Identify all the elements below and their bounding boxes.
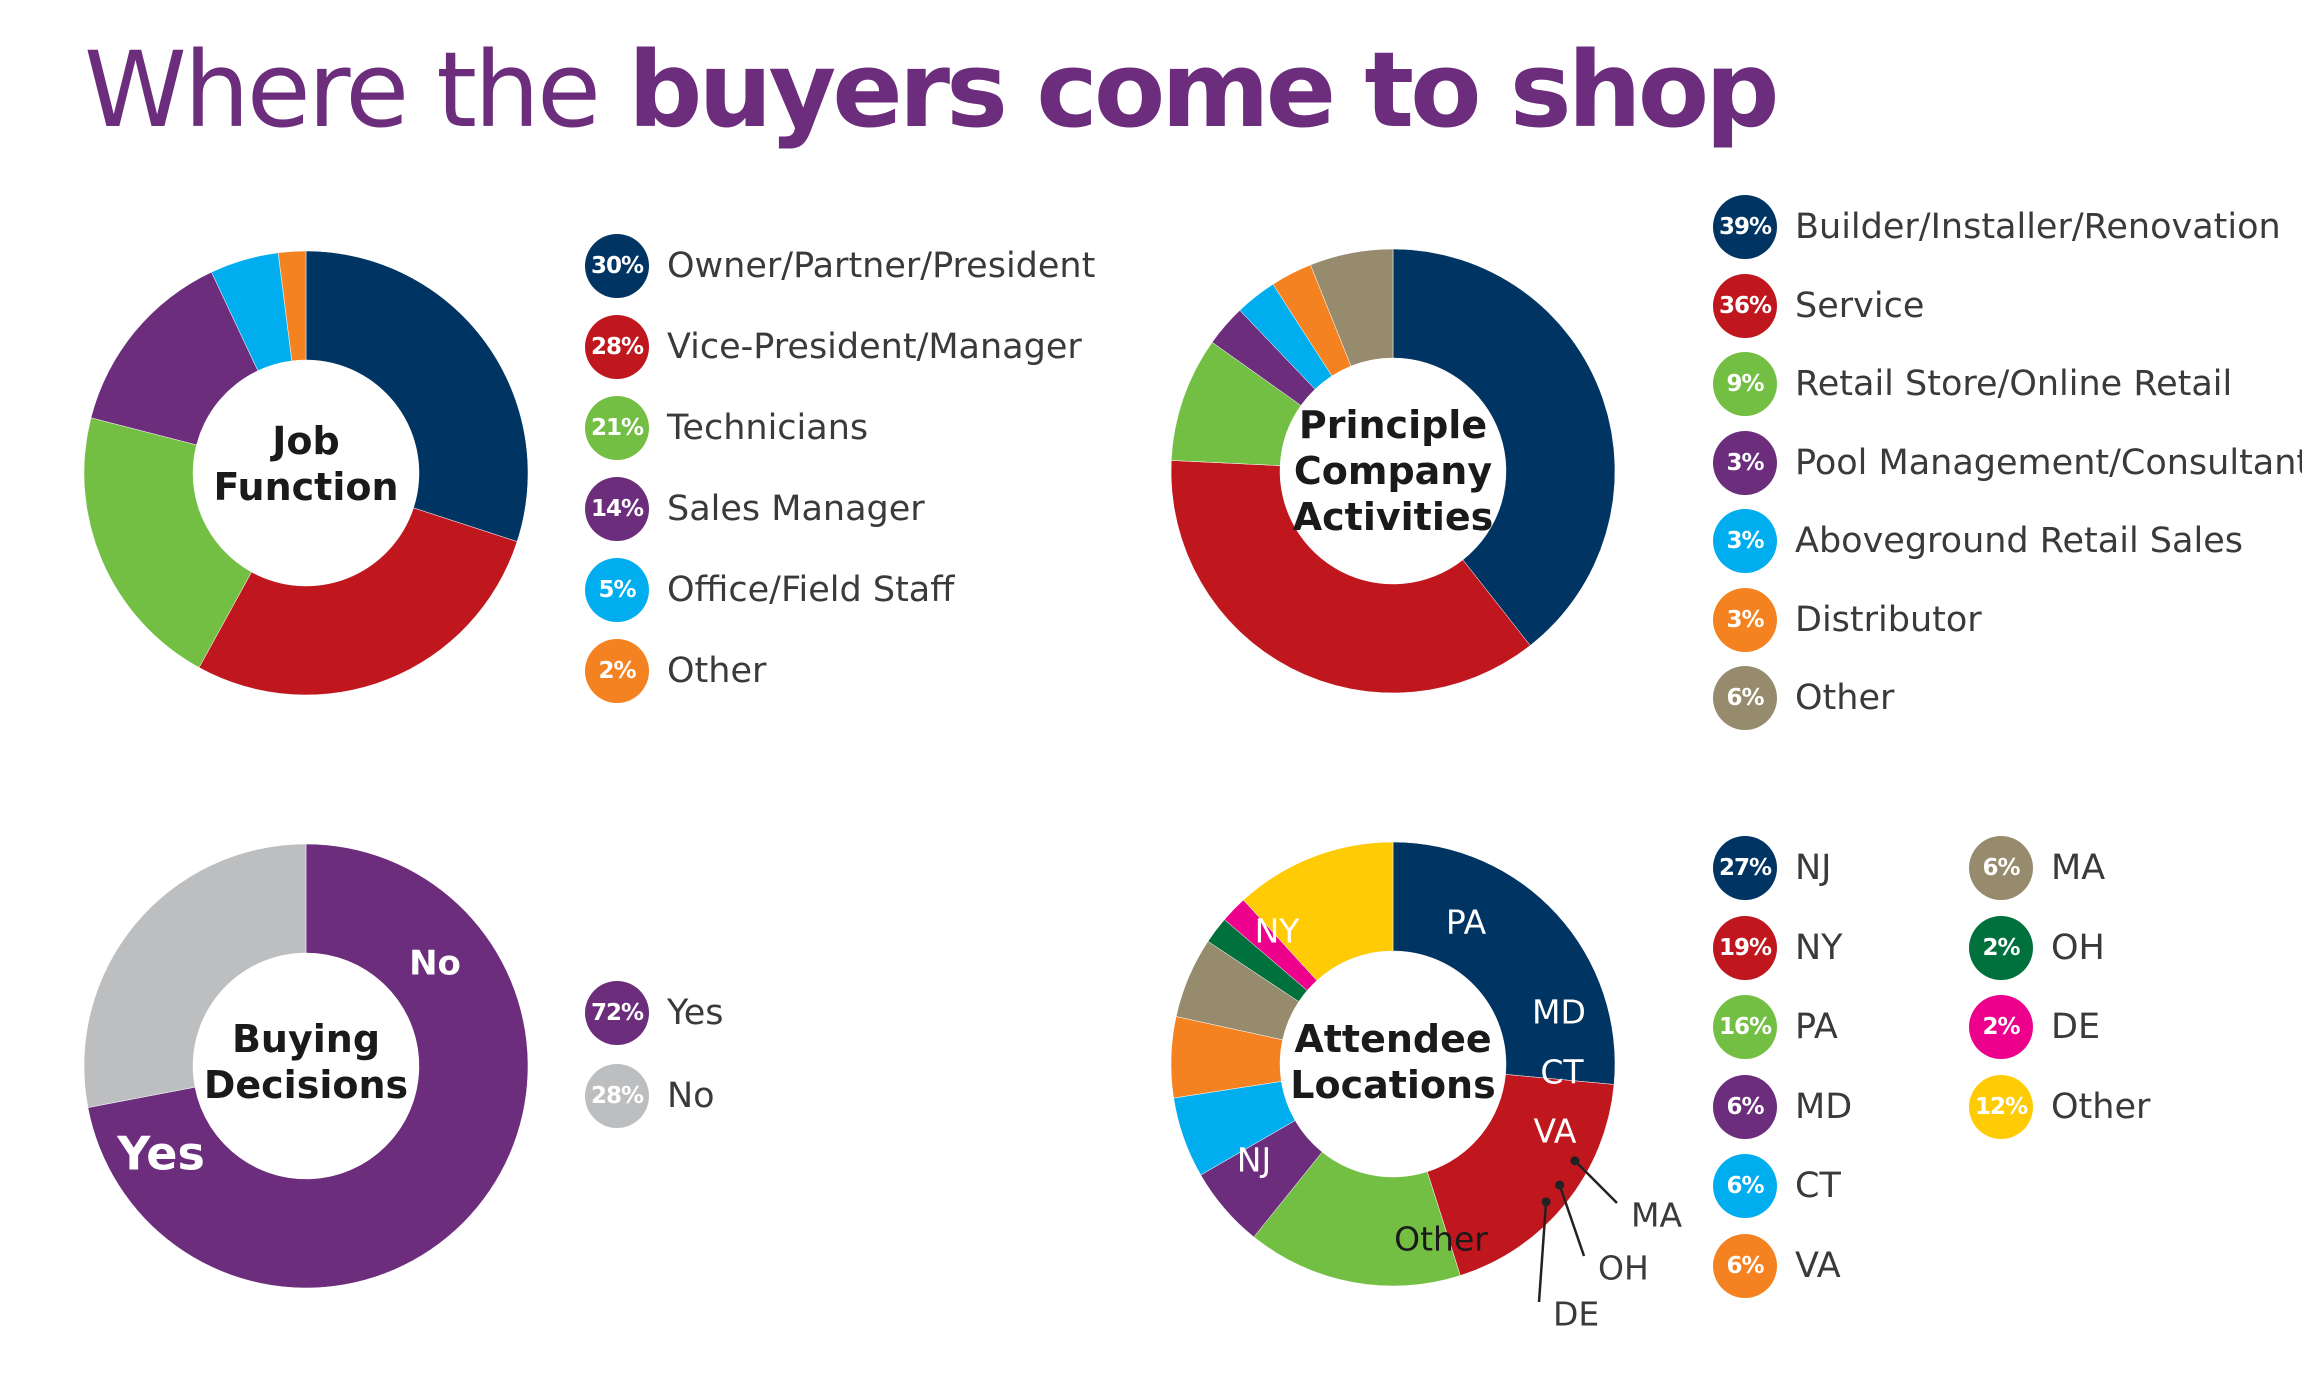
legend-label: VA [1795,1245,1841,1286]
percent-badge: 2% [1969,995,2033,1059]
attendee-locations-center-label: Attendee Locations [1263,1016,1523,1108]
leader-dot-oh [1555,1180,1565,1190]
percent-badge: 19% [1713,915,1777,980]
legend-label: MD [1795,1086,1853,1127]
slice-label-va: VA [1533,1112,1576,1151]
center-title-line: Function [213,465,399,509]
slice-label-nj: NJ [1237,1141,1271,1180]
slice-ny [1426,1074,1615,1276]
job-function-donut [83,250,529,696]
slice-other [1310,248,1394,367]
percent-badge: 6% [1713,1233,1777,1298]
company-activities-donut [1170,248,1616,694]
page-title: Where the buyers come to shop [84,20,1780,160]
slice-other [277,250,307,362]
percent-badge: 21% [585,396,649,460]
leader-line-oh [1558,1184,1586,1257]
legend-label: Service [1795,285,1925,326]
buying-decisions-center-label: Buying Decisions [176,1016,436,1108]
legend-label: OH [2051,927,2105,968]
slice-label-pa: PA [1446,903,1487,942]
slice-yes [87,843,529,1289]
legend-label: DE [2051,1007,2101,1047]
slice-label-yes: Yes [116,1127,205,1181]
company-activities-center-label: Principle Company Activities [1263,402,1523,540]
leader-line-de [1537,1201,1548,1303]
legend-label: Yes [667,993,724,1033]
slice-label-de: DE [1553,1295,1599,1334]
center-title-line: Company [1293,449,1493,493]
slice-owner-partner-president [305,250,529,542]
legend-label: Aboveground Retail Sales [1795,521,2243,561]
percent-badge: 30% [585,234,649,298]
title-prefix: Where the [84,29,601,151]
legend-label: CT [1795,1166,1841,1206]
percent-badge: 16% [1713,995,1777,1059]
slice-label-oh: OH [1598,1249,1649,1288]
center-title-line: Attendee [1294,1017,1492,1061]
legend-label: Other [2051,1086,2151,1127]
legend-label: No [667,1076,715,1116]
legend-label: Builder/Installer/Renovation [1795,207,2281,247]
percent-badge: 2% [1969,915,2033,980]
attendee-locations-donut: NJ NY PA MD CT VA MA OH DE Other [1170,841,1682,1334]
title-emphasis: buyers come to shop [627,29,1780,151]
percent-badge: 9% [1713,352,1777,416]
slice-label-no: No [409,944,461,984]
legend-label: Other [1795,678,1895,718]
percent-badge: 2% [585,639,649,703]
percent-badge: 6% [1713,666,1777,730]
percent-badge: 3% [1713,509,1777,573]
percent-badge: 28% [585,1064,649,1128]
percent-badge: 12% [1969,1074,2033,1139]
percent-badge: 14% [585,477,649,541]
percent-badge: 5% [585,558,649,622]
center-title-line: Locations [1290,1063,1496,1107]
legend-label: NY [1795,927,1843,968]
percent-badge: 72% [585,981,649,1045]
slice-label-ma: MA [1631,1196,1682,1235]
slice-vice-president-manager [198,507,518,696]
legend-label: NJ [1795,848,1832,888]
center-title-line: Buying [231,1017,381,1061]
slice-label-ny: NY [1255,912,1301,951]
legend-label: MA [2051,848,2106,888]
job-function-center-label: Job Function [186,418,426,510]
legend-label: Sales Manager [667,489,925,529]
percent-badge: 3% [1713,430,1777,495]
buying-decisions-donut: Yes No [83,843,529,1289]
center-title-line: Principle [1298,403,1488,447]
center-title-line: Job [272,419,340,463]
legend-label: PA [1795,1007,1838,1047]
slice-label-other: Other [1394,1220,1488,1259]
slice-nj [1392,841,1616,1085]
legend-label: Owner/Partner/President [667,246,1096,286]
legend-label: Retail Store/Online Retail [1795,364,2233,404]
percent-badge: 6% [1713,1074,1777,1139]
percent-badge: 28% [585,315,649,379]
slice-service [1170,460,1531,694]
slice-label-ct: CT [1540,1053,1584,1092]
slice-no [83,843,307,1108]
percent-badge: 6% [1969,836,2033,900]
legend-label: Other [667,651,767,691]
percent-badge: 27% [1713,836,1777,900]
legend-label: Distributor [1795,599,1982,640]
legend-label: Vice-President/Manager [667,327,1082,367]
percent-badge: 39% [1713,195,1777,259]
slice-label-md: MD [1532,993,1586,1032]
leader-line-ma [1574,1159,1618,1204]
percent-badge: 3% [1713,587,1777,652]
slice-builder-installer-renovation [1392,248,1616,646]
center-title-line: Activities [1292,495,1494,539]
legend-label: Technicians [667,408,869,448]
slice-other [1243,841,1394,981]
percent-badge: 36% [1713,273,1777,338]
slice-pa [1253,1151,1461,1287]
center-title-line: Decisions [203,1063,409,1107]
legend-label: Pool Management/Consultant [1795,442,2302,483]
percent-badge: 6% [1713,1154,1777,1218]
legend-label: Office/Field Staff [667,570,955,610]
slice-technicians [83,417,252,668]
